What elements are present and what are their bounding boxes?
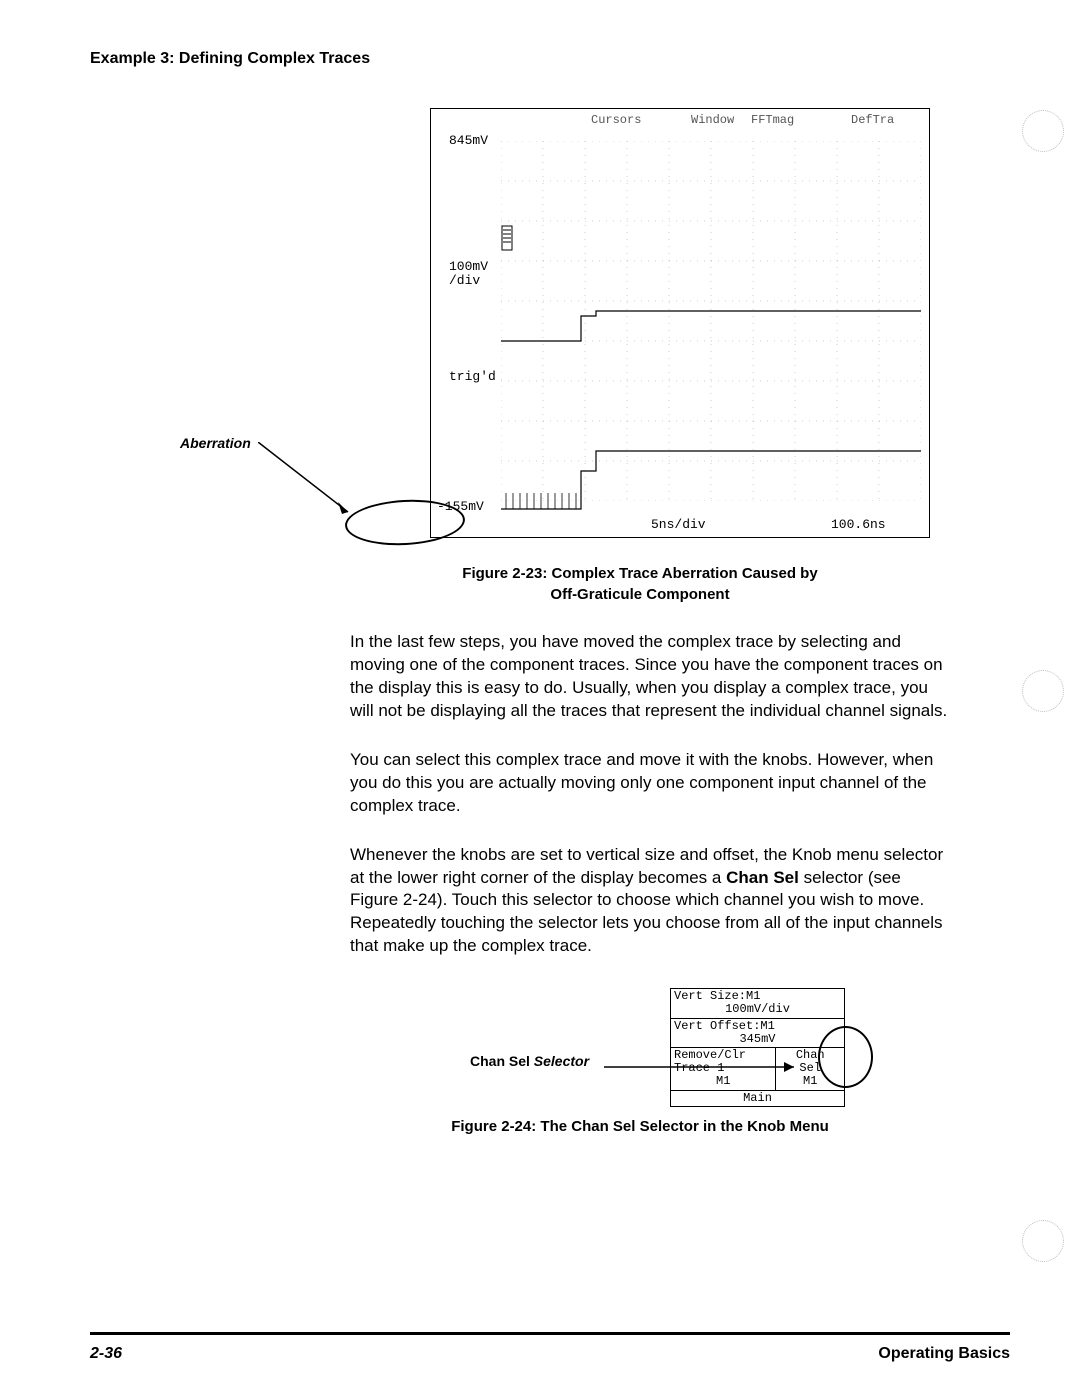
ylabel-scale1: 100mV: [449, 259, 488, 274]
footer-rule: [90, 1332, 1010, 1335]
figure-2-caption: Figure 2-24: The Chan Sel Selector in th…: [350, 1116, 930, 1137]
paragraph-3: Whenever the knobs are set to vertical s…: [350, 844, 950, 959]
chan-sel-callout: Chan Sel Selector: [470, 1053, 589, 1069]
chan-sel-ellipse: [818, 1026, 873, 1088]
menu-window: Window: [691, 113, 734, 127]
menu-r1b: 100mV/div: [674, 1003, 841, 1016]
xlabel-right: 100.6ns: [831, 517, 886, 532]
xlabel-center: 5ns/div: [651, 517, 706, 532]
trace-lower: [501, 141, 921, 511]
chan-sel-callout-b: Selector: [534, 1053, 589, 1069]
page-header: Example 3: Defining Complex Traces: [90, 50, 990, 68]
caption-line2: Off-Graticule Component: [550, 586, 729, 603]
menu-r2b: 345mV: [674, 1033, 841, 1046]
figure-2-area: Chan Sel Selector Vert Size:M1 100mV/div…: [470, 988, 930, 1098]
menu-r4: Main: [674, 1092, 841, 1105]
hole-punch-icon: [1022, 110, 1064, 152]
footer-page-number: 2-36: [90, 1345, 122, 1363]
figure-1-caption: Figure 2-23: Complex Trace Aberration Ca…: [350, 563, 930, 605]
para3-bold: Chan Sel: [726, 868, 799, 887]
oscilloscope-graticule: Cursors Window FFTmag DefTra 845mV 100mV…: [430, 108, 930, 538]
menu-r3-left: Remove/Clr Trace 1 M1: [671, 1048, 776, 1090]
chan-sel-callout-a: Chan Sel: [470, 1053, 534, 1069]
caption-line1: Figure 2-23: Complex Trace Aberration Ca…: [462, 565, 817, 582]
aberration-label: Aberration: [180, 435, 251, 451]
ylabel-scale2: /div: [449, 273, 480, 288]
hole-punch-icon: [1022, 1220, 1064, 1262]
ylabel-trigd: trig'd: [449, 369, 496, 384]
marker-icon: [499, 224, 519, 254]
footer-section: Operating Basics: [878, 1345, 1010, 1363]
menu-r2a: Vert Offset:M1: [674, 1020, 841, 1033]
menu-deftra: DefTra: [851, 113, 894, 127]
menu-cursors: Cursors: [591, 113, 641, 127]
ylabel-top: 845mV: [449, 133, 488, 148]
aberration-ellipse: [344, 497, 466, 548]
figure-1-area: Cursors Window FFTmag DefTra 845mV 100mV…: [370, 108, 930, 538]
aberration-arrow-icon: [258, 442, 358, 532]
menu-fftmag: FFTmag: [751, 113, 794, 127]
hole-punch-icon: [1022, 670, 1064, 712]
paragraph-1: In the last few steps, you have moved th…: [350, 631, 950, 723]
paragraph-2: You can select this complex trace and mo…: [350, 749, 950, 818]
